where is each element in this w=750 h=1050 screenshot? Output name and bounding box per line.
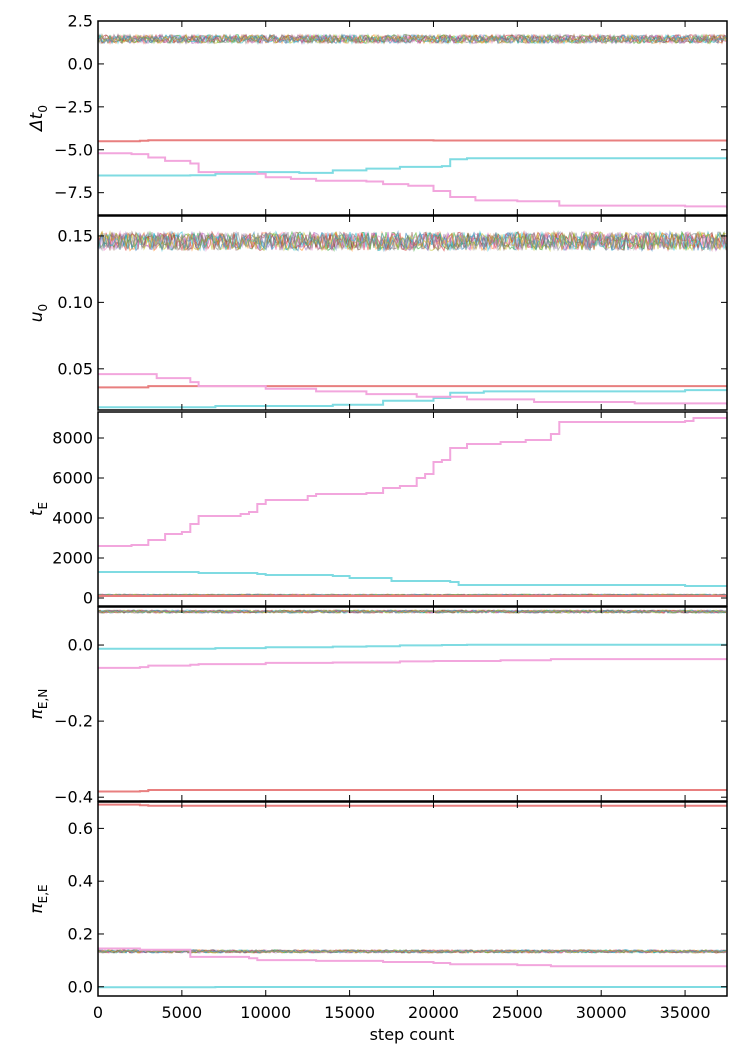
x-tick-label: 0 bbox=[93, 1003, 103, 1022]
y-tick-label: 0.2 bbox=[68, 924, 93, 943]
y-tick-label: 4000 bbox=[52, 509, 93, 528]
shared-x-axis: 0 5000 10000 15000 20000 25000 30000 35000 bbox=[93, 1003, 711, 1022]
panel-2: 0.15 0.10 0.05 u0 bbox=[27, 215, 728, 411]
x-tick-label: 35000 bbox=[660, 1003, 711, 1022]
y-tick-label: 2.5 bbox=[68, 12, 93, 31]
panel-4-frame bbox=[97, 606, 728, 802]
y-axis-label: tE bbox=[27, 502, 50, 516]
stuck-walker-2 bbox=[98, 389, 727, 409]
y-axis-label: Δt0 bbox=[27, 105, 50, 133]
y-tick-label: 0.0 bbox=[68, 636, 93, 655]
panel-4-plot-area bbox=[98, 609, 727, 793]
walker-trace-10 bbox=[98, 33, 727, 45]
x-tick-label: 5000 bbox=[162, 1003, 203, 1022]
y-tick-label: 8000 bbox=[52, 429, 93, 448]
walker-trace-9 bbox=[98, 230, 727, 253]
panel-5-plot-area bbox=[98, 803, 727, 989]
panel-3-frame bbox=[97, 411, 728, 607]
walker-trace-10 bbox=[98, 949, 727, 954]
stuck-walker-3 bbox=[98, 417, 727, 547]
x-tick-label: 10000 bbox=[240, 1003, 291, 1022]
stuck-walker-3 bbox=[98, 947, 727, 968]
panel-5: 0.6 0.4 0.2 0.0 πE,E bbox=[27, 801, 728, 997]
y-tick-label: 0.0 bbox=[68, 977, 93, 996]
walker-trace-1 bbox=[98, 230, 727, 253]
panel-1-plot-area bbox=[98, 32, 727, 209]
y-tick-label: 0.15 bbox=[57, 226, 93, 245]
y-axis-label: u0 bbox=[27, 304, 50, 322]
x-tick-label: 25000 bbox=[492, 1003, 543, 1022]
walker-trace-10 bbox=[98, 230, 727, 252]
y-tick-label: 0 bbox=[83, 589, 93, 608]
stuck-walker-3 bbox=[98, 373, 727, 405]
panel-2-frame bbox=[97, 215, 728, 411]
panel-2-plot-area bbox=[98, 230, 727, 409]
y-tick-label: 0.10 bbox=[57, 293, 93, 312]
panel-4: 0.0 −0.2 −0.4 πE,N bbox=[27, 606, 728, 807]
x-axis-label: step count bbox=[370, 1025, 455, 1044]
y-tick-label: 6000 bbox=[52, 469, 93, 488]
y-axis-label: πE,N bbox=[27, 689, 50, 720]
y-tick-label: −2.5 bbox=[54, 97, 93, 116]
walker-trace-10 bbox=[98, 609, 727, 614]
x-tick-label: 30000 bbox=[576, 1003, 627, 1022]
y-tick-label: −7.5 bbox=[54, 183, 93, 202]
trace-panels: 2.5 0.0 −2.5 −5.0 −7.5 Δt0 0.15 0.10 0.05 u0 8000 6… bbox=[27, 12, 728, 997]
stuck-walker-2 bbox=[98, 156, 727, 177]
y-tick-label: 0.6 bbox=[68, 819, 93, 838]
panel-1: 2.5 0.0 −2.5 −5.0 −7.5 Δt0 bbox=[27, 12, 728, 216]
panel-3: 8000 6000 4000 2000 0 tE bbox=[27, 411, 728, 608]
stuck-walker-3 bbox=[98, 152, 727, 209]
y-axis-label: πE,E bbox=[27, 884, 50, 913]
x-tick-label: 20000 bbox=[408, 1003, 459, 1022]
panel-5-frame bbox=[97, 801, 728, 997]
x-tick-label: 15000 bbox=[324, 1003, 375, 1022]
stuck-walker-1 bbox=[98, 803, 727, 807]
walker-trace-7 bbox=[98, 230, 727, 253]
stuck-walker-2 bbox=[98, 643, 727, 650]
panel-3-plot-area bbox=[98, 417, 727, 597]
y-tick-label: −0.4 bbox=[54, 788, 93, 807]
y-tick-label: −5.0 bbox=[54, 140, 93, 159]
stuck-walker-2 bbox=[98, 571, 727, 587]
y-tick-label: 0.05 bbox=[57, 359, 93, 378]
stuck-walker-2 bbox=[98, 986, 727, 989]
panel-1-frame bbox=[97, 20, 728, 216]
stuck-walker-1 bbox=[98, 139, 727, 143]
y-tick-label: 2000 bbox=[52, 549, 93, 568]
stuck-walker-1 bbox=[98, 789, 727, 793]
y-tick-label: 0.0 bbox=[68, 54, 93, 73]
y-tick-label: 0.4 bbox=[68, 872, 93, 891]
stuck-walker-3 bbox=[98, 658, 727, 669]
stuck-walker-1 bbox=[98, 385, 727, 389]
y-tick-label: −0.2 bbox=[54, 712, 93, 731]
